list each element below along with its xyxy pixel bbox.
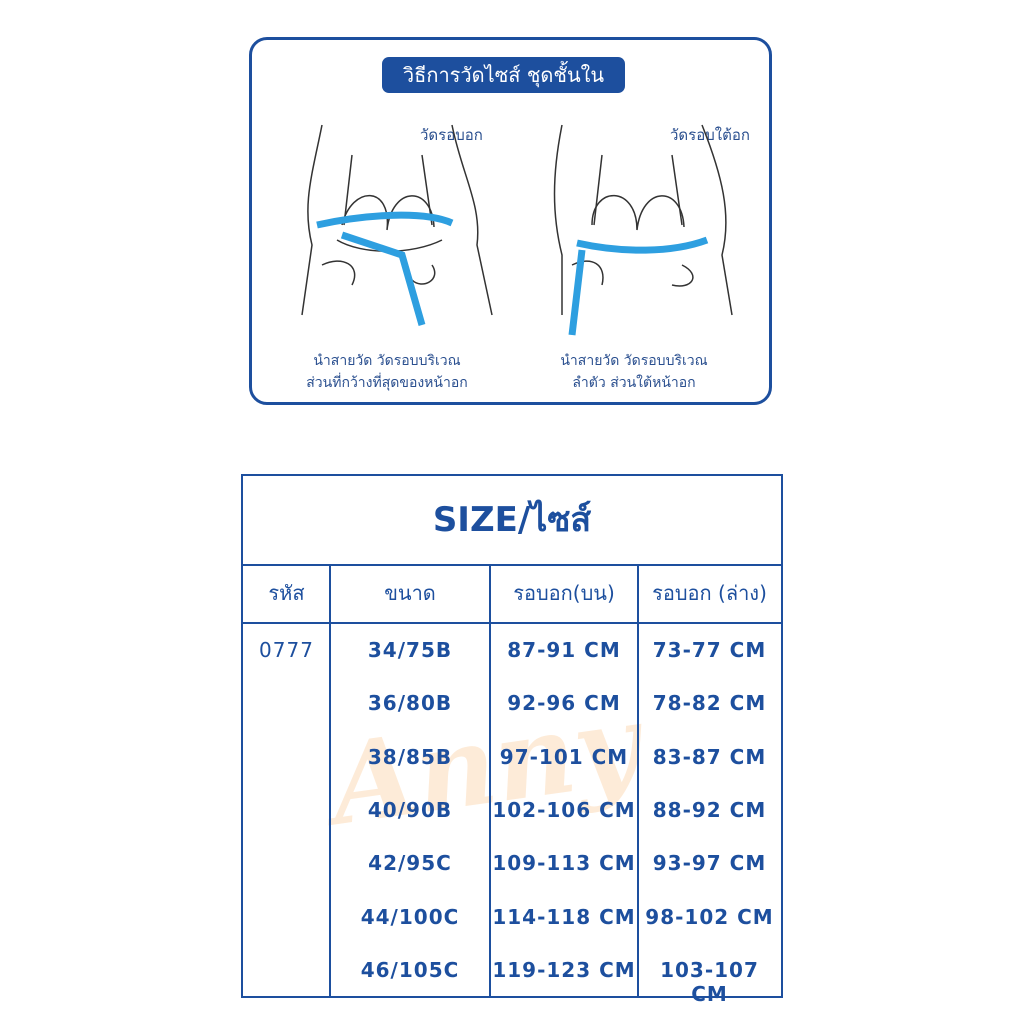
cell-lower: 103-107 CM xyxy=(660,957,759,1006)
table-title: SIZE/ไซส์ xyxy=(243,476,781,566)
product-code: 0777 xyxy=(259,638,314,662)
guide-title: วิธีการวัดไซส์ ชุดชั้นใน xyxy=(382,57,625,93)
header-upper-bust: รอบอก(บน) xyxy=(490,564,638,624)
bust-caption-line: ส่วนที่กว้างที่สุดของหน้าอก xyxy=(306,375,468,391)
cell-upper: 102-106 CM xyxy=(492,797,636,822)
size-table: SIZE/ไซส์ รหัส ขนาด รอบอก(บน) รอบอก (ล่า… xyxy=(241,474,783,1006)
underbust-caption: นำสายวัด วัดรอบบริเวณ ลำตัว ส่วนใต้หน้าอ… xyxy=(514,350,754,394)
header-under-bust: รอบอก (ล่าง) xyxy=(638,564,781,624)
cell-upper: 87-91 CM xyxy=(507,638,621,662)
underbust-measure-illustration xyxy=(553,124,733,336)
column-divider xyxy=(329,564,331,996)
cell-size: 36/80B xyxy=(367,691,453,716)
cell-lower: 73-77 CM xyxy=(652,638,767,662)
measuring-guide: วิธีการวัดไซส์ ชุดชั้นใน วัดรอบอก วัดรอบ… xyxy=(249,37,772,405)
cell-lower: 78-82 CM xyxy=(652,691,767,716)
cell-lower: 93-97 CM xyxy=(652,851,767,876)
underbust-caption-line: ลำตัว ส่วนใต้หน้าอก xyxy=(572,375,696,391)
cell-upper: 97-101 CM xyxy=(499,744,629,769)
cell-upper: 119-123 CM xyxy=(492,957,636,982)
bust-caption: นำสายวัด วัดรอบบริเวณ ส่วนที่กว้างที่สุด… xyxy=(267,350,507,394)
underbust-caption-line: นำสายวัด วัดรอบบริเวณ xyxy=(560,353,708,369)
column-divider xyxy=(637,564,639,996)
cell-lower: 83-87 CM xyxy=(652,744,767,769)
underbust-label: วัดรอบใต้อก xyxy=(670,126,750,144)
header-code: รหัส xyxy=(243,564,330,624)
bust-measure-illustration xyxy=(301,124,493,326)
cell-size: 34/75B xyxy=(367,638,453,662)
cell-upper: 92-96 CM xyxy=(507,691,621,716)
header-size: ขนาด xyxy=(330,564,490,624)
column-divider xyxy=(489,564,491,996)
cell-size: 40/90B xyxy=(367,797,453,822)
cell-size: 44/100C xyxy=(360,904,460,929)
cell-upper: 114-118 CM xyxy=(492,904,636,929)
cell-lower: 88-92 CM xyxy=(652,797,767,822)
cell-size: 38/85B xyxy=(367,744,453,769)
cell-lower: 98-102 CM xyxy=(645,904,774,929)
cell-upper: 109-113 CM xyxy=(492,851,636,876)
bust-label: วัดรอบอก xyxy=(420,126,483,144)
cell-size: 46/105C xyxy=(360,957,460,982)
bust-caption-line: นำสายวัด วัดรอบบริเวณ xyxy=(313,353,461,369)
cell-size: 42/95C xyxy=(368,851,452,876)
